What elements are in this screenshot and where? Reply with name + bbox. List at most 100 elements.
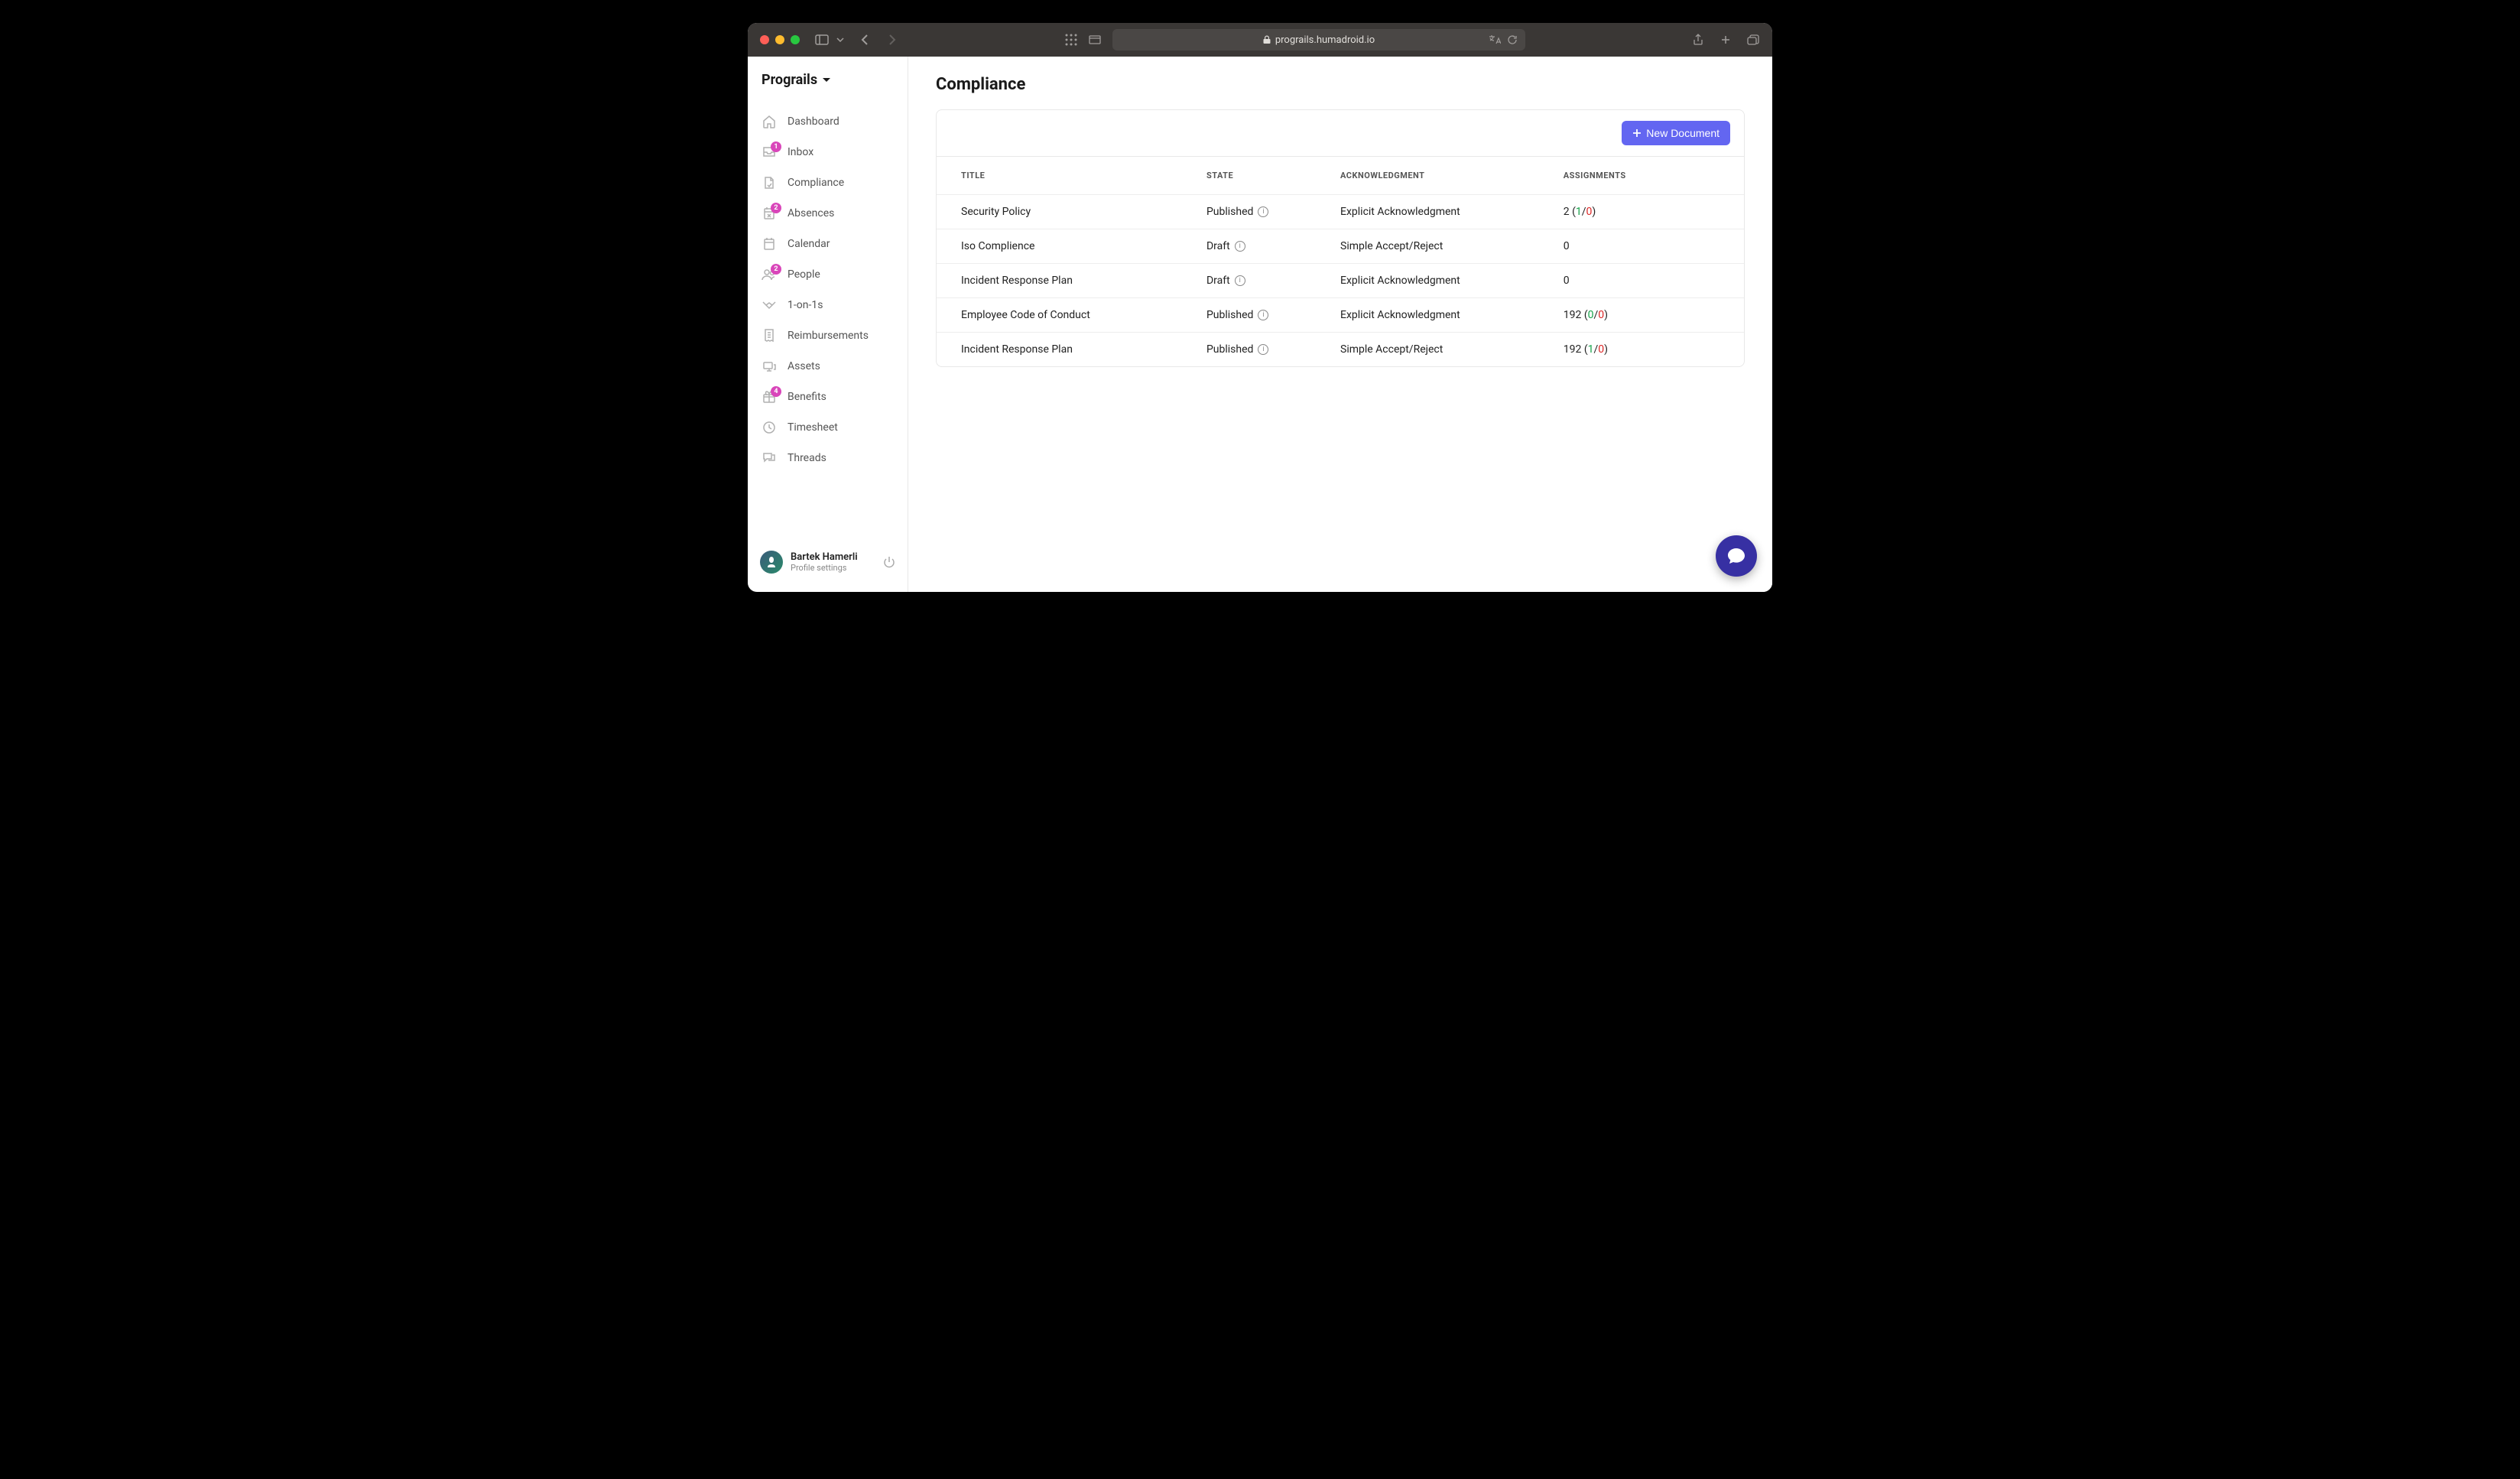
sidebar-item-people[interactable]: 2 People <box>748 259 908 290</box>
close-window-button[interactable] <box>760 35 769 44</box>
row-title: Security Policy <box>961 206 1206 218</box>
sidebar-item-1-on-1s[interactable]: 1-on-1s <box>748 290 908 320</box>
user-name: Bartek Hamerli <box>791 551 875 563</box>
sidebar-item-label: Assets <box>788 360 820 372</box>
sidebar-item-inbox[interactable]: 1 Inbox <box>748 137 908 167</box>
info-icon[interactable]: i <box>1235 241 1245 252</box>
row-assignments: 0 <box>1564 275 1720 287</box>
row-state: Drafti <box>1206 275 1340 287</box>
row-state: Drafti <box>1206 240 1340 252</box>
people-icon: 2 <box>762 267 777 282</box>
row-ack: Explicit Acknowledgment <box>1340 309 1564 321</box>
sidebar-item-label: Benefits <box>788 391 826 403</box>
privacy-icon[interactable] <box>1088 33 1102 47</box>
sidebar-item-calendar[interactable]: Calendar <box>748 229 908 259</box>
nav-badge: 4 <box>771 386 781 397</box>
table-row[interactable]: Incident Response PlanDraftiExplicit Ack… <box>937 263 1744 297</box>
sidebar-item-reimbursements[interactable]: Reimbursements <box>748 320 908 351</box>
col-state: STATE <box>1206 171 1340 180</box>
url-text: prograils.humadroid.io <box>1275 34 1375 46</box>
browser-window: prograils.humadroid.io <box>748 23 1772 592</box>
row-ack: Simple Accept/Reject <box>1340 240 1564 252</box>
nav-forward-icon[interactable] <box>885 33 899 47</box>
sidebar-item-label: Inbox <box>788 146 813 158</box>
row-title: Employee Code of Conduct <box>961 309 1206 321</box>
info-icon[interactable]: i <box>1258 344 1268 355</box>
chat-icon <box>1726 546 1746 566</box>
info-icon[interactable]: i <box>1235 275 1245 286</box>
sidebar-item-absences[interactable]: 2 Absences <box>748 198 908 229</box>
info-icon[interactable]: i <box>1258 206 1268 217</box>
brand-name: Prograils <box>762 72 817 88</box>
sidebar-item-label: Compliance <box>788 177 844 189</box>
titlebar: prograils.humadroid.io <box>748 23 1772 57</box>
sidebar-item-threads[interactable]: Threads <box>748 443 908 473</box>
row-ack: Explicit Acknowledgment <box>1340 206 1564 218</box>
row-ack: Explicit Acknowledgment <box>1340 275 1564 287</box>
sidebar-item-assets[interactable]: Assets <box>748 351 908 382</box>
row-title: Incident Response Plan <box>961 343 1206 356</box>
sidebar-item-label: Absences <box>788 207 834 219</box>
row-state: Publishedi <box>1206 206 1340 218</box>
traffic-lights <box>760 35 800 44</box>
sidebar-item-label: People <box>788 268 820 281</box>
row-state: Publishedi <box>1206 343 1340 356</box>
inbox-icon: 1 <box>762 145 777 160</box>
chevron-down-icon[interactable] <box>833 33 847 47</box>
clock-icon <box>762 420 777 435</box>
user-footer[interactable]: Bartek Hamerli Profile settings <box>748 541 908 583</box>
chat-icon <box>762 450 777 466</box>
receipt-icon <box>762 328 777 343</box>
new-tab-icon[interactable] <box>1719 33 1732 47</box>
calendar-x-icon: 2 <box>762 206 777 221</box>
col-title: TITLE <box>961 171 1206 180</box>
maximize-window-button[interactable] <box>791 35 800 44</box>
caret-down-icon <box>822 77 831 83</box>
apps-grid-icon[interactable] <box>1065 34 1077 46</box>
table-row[interactable]: Security PolicyPublishediExplicit Acknow… <box>937 194 1744 229</box>
row-state: Publishedi <box>1206 309 1340 321</box>
main-content: Compliance New Document TITLE STATE ACKN… <box>908 57 1772 592</box>
url-bar[interactable]: prograils.humadroid.io <box>1112 29 1525 50</box>
sidebar-item-timesheet[interactable]: Timesheet <box>748 412 908 443</box>
plus-icon <box>1632 128 1642 138</box>
row-title: Iso Complience <box>961 240 1206 252</box>
row-assignments: 192 (0/0) <box>1564 309 1720 321</box>
documents-card: New Document TITLE STATE ACKNOWLEDGMENT … <box>936 109 1745 367</box>
translate-icon[interactable] <box>1489 34 1501 45</box>
card-header: New Document <box>937 110 1744 157</box>
new-document-label: New Document <box>1646 127 1720 139</box>
row-assignments: 2 (1/0) <box>1564 206 1720 218</box>
table-row[interactable]: Incident Response PlanPublishediSimple A… <box>937 332 1744 366</box>
handshake-icon <box>762 297 777 313</box>
info-icon[interactable]: i <box>1258 310 1268 320</box>
documents-table: TITLE STATE ACKNOWLEDGMENT ASSIGNMENTS S… <box>937 157 1744 366</box>
share-icon[interactable] <box>1691 33 1705 47</box>
avatar <box>760 551 783 574</box>
col-assign: ASSIGNMENTS <box>1564 171 1720 180</box>
brand-selector[interactable]: Prograils <box>748 72 908 102</box>
row-ack: Simple Accept/Reject <box>1340 343 1564 356</box>
sidebar-item-benefits[interactable]: 4 Benefits <box>748 382 908 412</box>
calendar-icon <box>762 236 777 252</box>
nav: Dashboard 1 Inbox Compliance 2 Absences Calend… <box>748 102 908 541</box>
sidebar-toggle-icon[interactable] <box>815 33 829 47</box>
table-row[interactable]: Iso ComplienceDraftiSimple Accept/Reject… <box>937 229 1744 263</box>
compliance-icon <box>762 175 777 190</box>
page-title: Compliance <box>936 75 1745 94</box>
chat-button[interactable] <box>1716 535 1757 577</box>
sidebar-item-compliance[interactable]: Compliance <box>748 167 908 198</box>
sidebar-item-dashboard[interactable]: Dashboard <box>748 106 908 137</box>
nav-badge: 1 <box>771 141 781 152</box>
sidebar: Prograils Dashboard 1 Inbox Compliance 2 Abse… <box>748 57 908 592</box>
table-header: TITLE STATE ACKNOWLEDGMENT ASSIGNMENTS <box>937 157 1744 194</box>
minimize-window-button[interactable] <box>775 35 784 44</box>
table-row[interactable]: Employee Code of ConductPublishediExplic… <box>937 297 1744 332</box>
nav-badge: 2 <box>771 264 781 275</box>
nav-back-icon[interactable] <box>858 33 872 47</box>
sidebar-item-label: Threads <box>788 452 826 464</box>
tabs-icon[interactable] <box>1746 33 1760 47</box>
reload-icon[interactable] <box>1507 34 1518 45</box>
new-document-button[interactable]: New Document <box>1622 121 1730 145</box>
power-icon[interactable] <box>883 556 895 568</box>
